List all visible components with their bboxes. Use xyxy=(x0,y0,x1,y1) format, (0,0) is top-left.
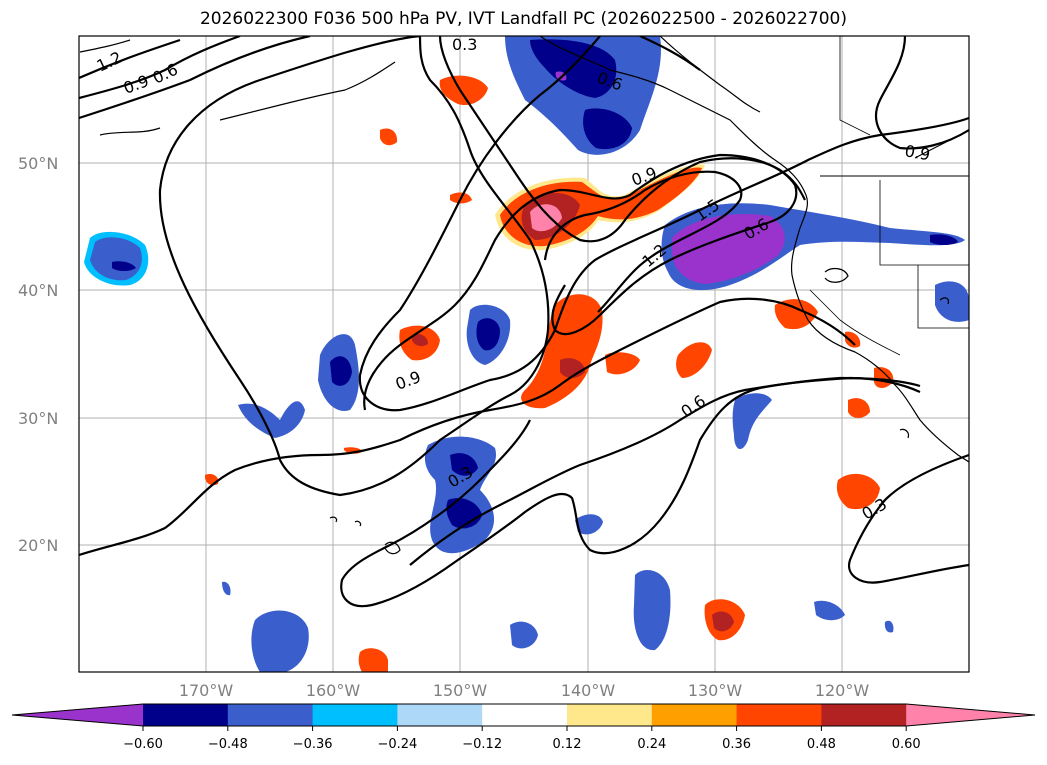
colorbar-segment xyxy=(397,704,483,726)
anomaly-blob-subtropic xyxy=(205,331,894,672)
colorbar-tick-label: 0.12 xyxy=(553,737,582,752)
colorbar-tick-label: 0.24 xyxy=(637,737,666,752)
lon-label: 140°W xyxy=(561,681,616,700)
colorbar-segment xyxy=(312,704,398,726)
lat-label: 50°N xyxy=(18,154,58,173)
colorbar-tick-label: −0.48 xyxy=(208,737,248,752)
lat-label: 40°N xyxy=(18,281,58,300)
gridlines xyxy=(79,36,969,672)
contour-0p6-north xyxy=(79,36,311,120)
contour-0p3-southeast xyxy=(409,376,921,566)
lat-label: 30°N xyxy=(18,409,58,428)
lon-label: 120°W xyxy=(815,681,870,700)
anomaly-blob-central xyxy=(238,304,511,438)
lon-label: 160°W xyxy=(306,681,361,700)
contour-1p5 xyxy=(543,170,743,313)
lon-label: 170°W xyxy=(179,681,234,700)
plot-area xyxy=(79,36,969,672)
colorbar-segment xyxy=(227,704,314,726)
lon-label: 130°W xyxy=(688,681,743,700)
latitude-labels: 50°N 40°N 30°N 20°N xyxy=(18,154,58,555)
contour-0p3-far-south xyxy=(847,453,969,584)
coastlines xyxy=(79,36,969,555)
colorbar-tick-label: −0.36 xyxy=(293,737,333,752)
contour-label: 0.3 xyxy=(452,35,477,54)
colorbar-tick-label: −0.12 xyxy=(462,737,502,752)
anomaly-blob-west xyxy=(84,231,149,286)
pv-negative-shading xyxy=(84,36,969,672)
colorbar-tick-label: 0.36 xyxy=(722,737,751,752)
colorbar-extend-low xyxy=(12,704,143,726)
contour-1p2-central xyxy=(363,153,798,411)
colorbar-segment xyxy=(482,704,568,726)
anomaly-blob-north xyxy=(505,36,661,155)
anomaly-blob-midlat xyxy=(380,75,818,409)
lon-label: 150°W xyxy=(433,681,488,700)
colorbar-tick-label: −0.24 xyxy=(377,737,417,752)
map-title: 2026022300 F036 500 hPa PV, IVT Landfall… xyxy=(199,9,847,29)
colorbar-segment xyxy=(736,704,822,726)
colorbar-tick-label: 0.48 xyxy=(807,737,836,752)
contour-label: 0.9 xyxy=(903,141,931,164)
anomaly-blob-south xyxy=(222,281,969,672)
colorbar-segment xyxy=(143,704,229,726)
plot-frame xyxy=(78,35,970,673)
longitude-labels: 170°W 160°W 150°W 140°W 130°W 120°W xyxy=(179,681,870,700)
colorbar-tick-label: −0.60 xyxy=(123,737,163,752)
colorbar-segment xyxy=(821,704,907,726)
colorbar-tick-label: 0.60 xyxy=(892,737,921,752)
contour-1p2-north xyxy=(79,38,181,80)
contour-0p3-west xyxy=(158,36,550,497)
colorbar: −0.60 −0.48 −0.36 −0.24 −0.12 0.12 0.24 0.36 0.4… xyxy=(11,703,1036,752)
contour-0p9-east xyxy=(875,36,969,150)
contour-lines xyxy=(79,36,969,608)
contour-0p6-central xyxy=(358,36,969,412)
contour-0p6-east xyxy=(639,36,701,71)
colorbar-extend-high xyxy=(906,704,1035,726)
colorbar-segment xyxy=(651,704,738,726)
lat-label: 20°N xyxy=(18,536,58,555)
colorbar-segment xyxy=(567,704,653,726)
anomaly-blob-coast xyxy=(661,203,965,291)
contour-0p3-south xyxy=(79,297,856,557)
contour-0p9-north xyxy=(79,36,241,100)
